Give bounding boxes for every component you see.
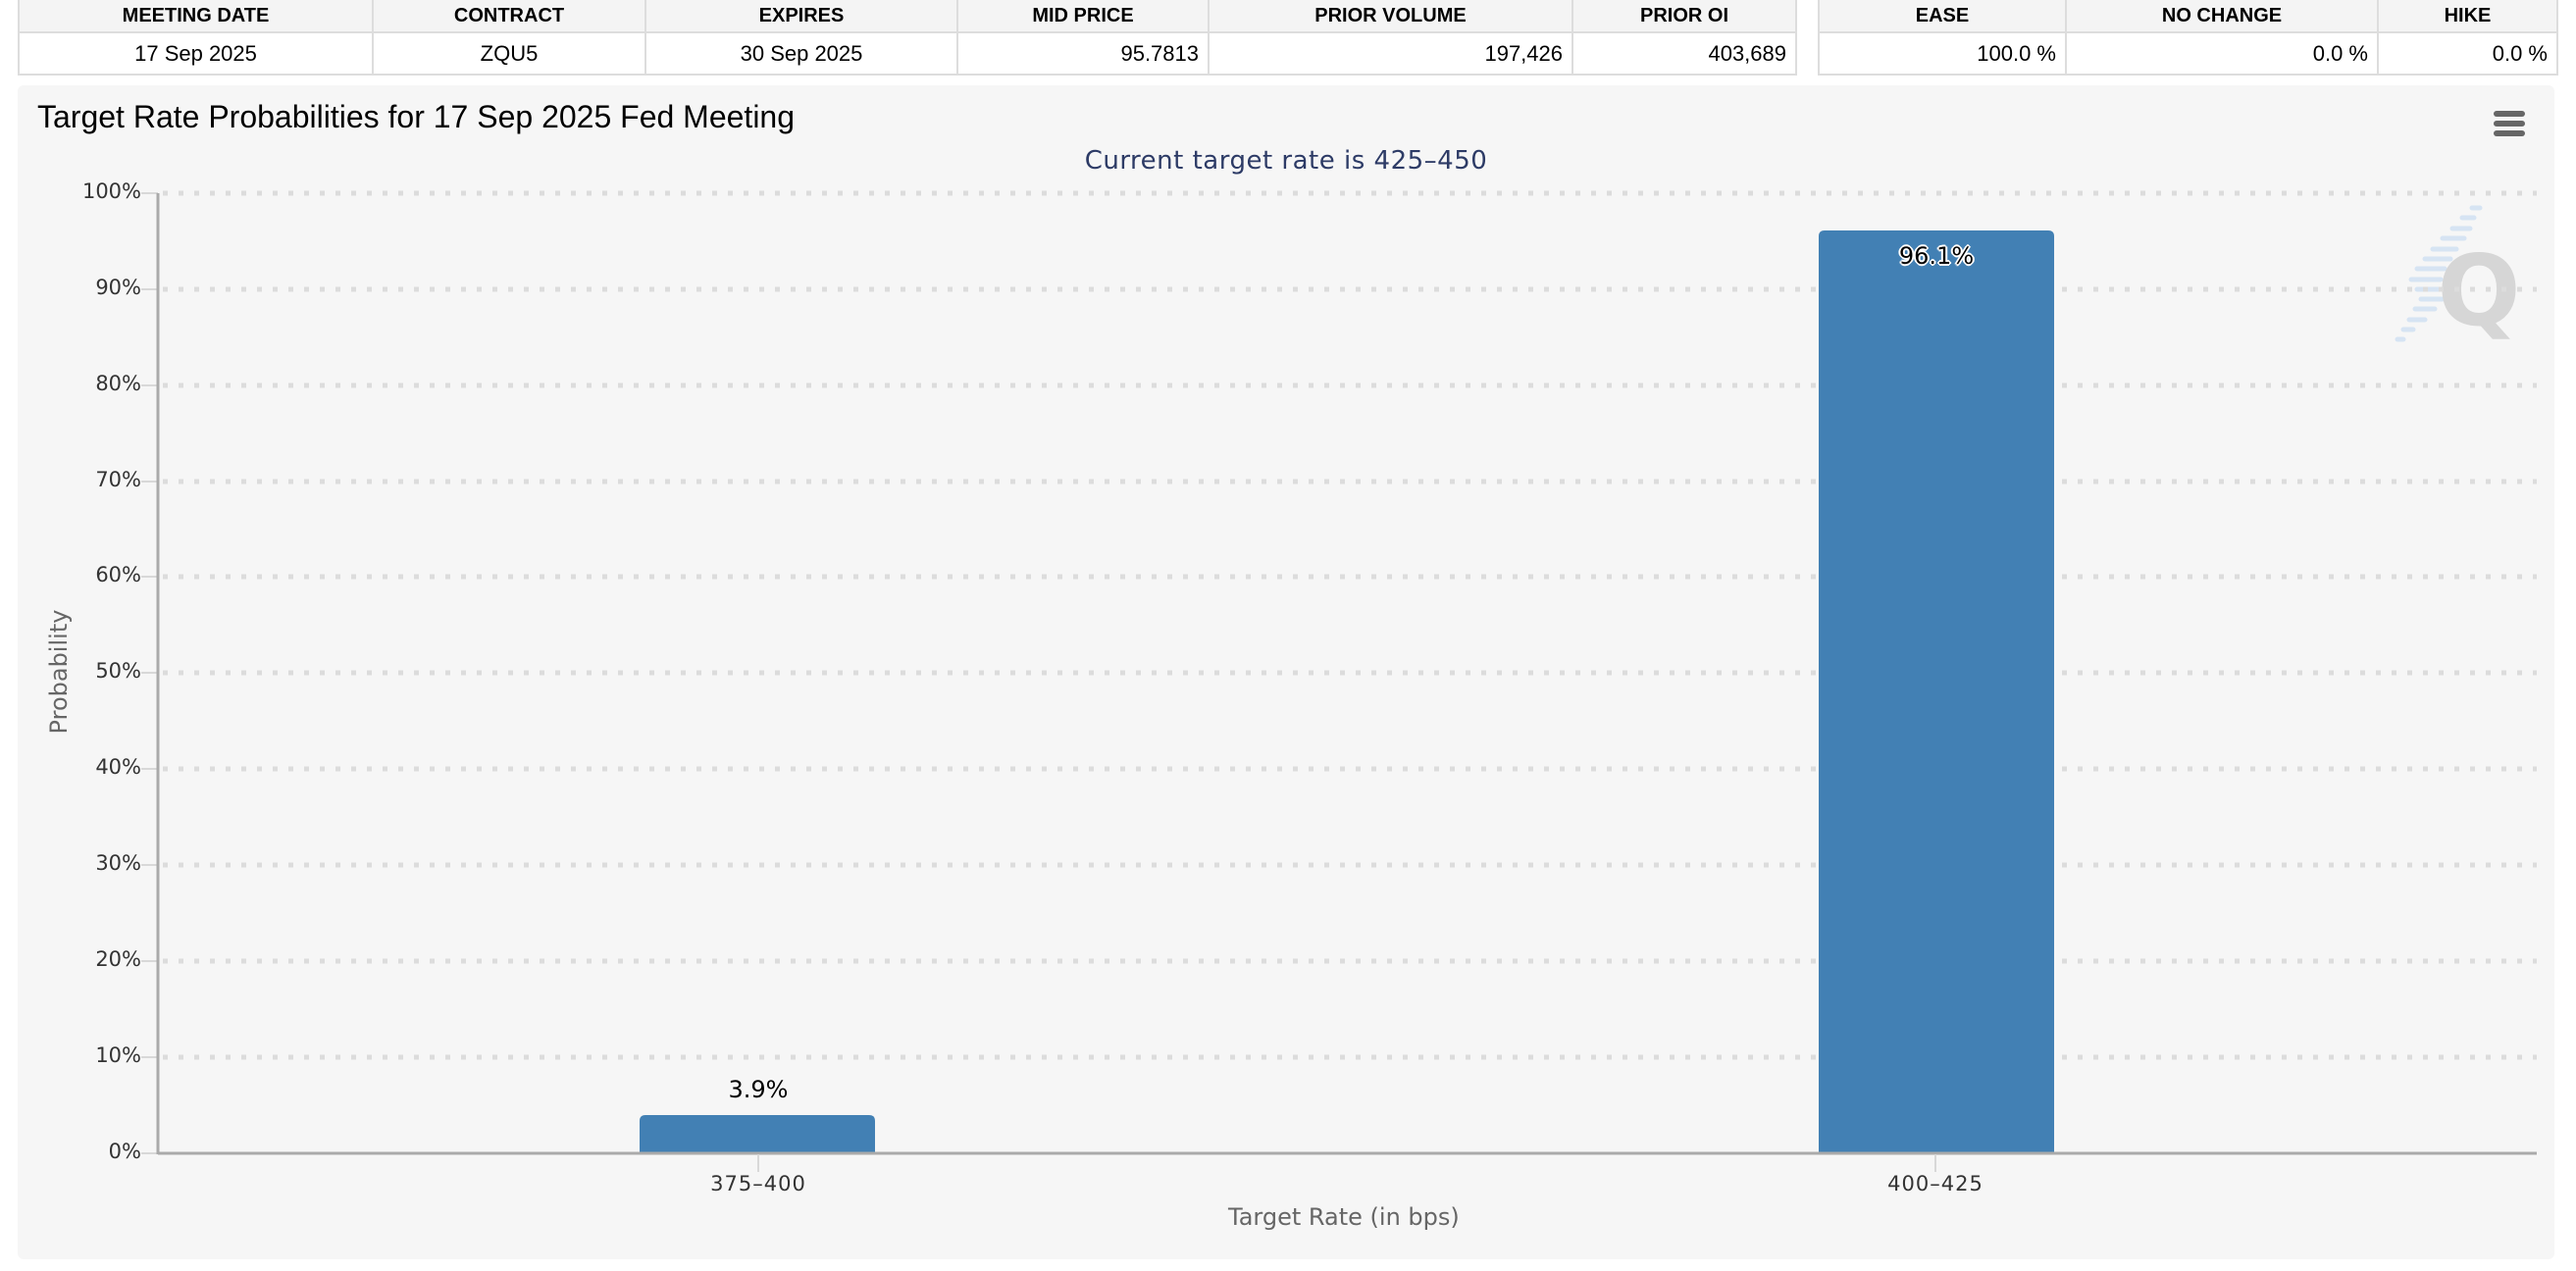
header-meeting-date: MEETING DATE [18, 0, 374, 33]
x-axis-title: Target Rate (in bps) [1228, 1203, 1460, 1231]
bar-chart-plot: Q [141, 190, 2537, 1172]
cell-mid-price: 95.7813 [956, 31, 1210, 76]
y-tick-label: 100% [81, 179, 141, 203]
x-category-label: 375–400 [710, 1172, 806, 1195]
cell-expires: 30 Sep 2025 [644, 31, 958, 76]
chart-title: Target Rate Probabilities for 17 Sep 202… [37, 99, 796, 134]
chart-panel: Target Rate Probabilities for 17 Sep 202… [18, 85, 2554, 1259]
header-no-change: NO CHANGE [2065, 0, 2379, 33]
data-label-375-400: 3.9% [728, 1076, 789, 1103]
cell-prior-oi: 403,689 [1571, 31, 1797, 76]
cell-no-change: 0.0 % [2065, 31, 2379, 76]
svg-text:Q: Q [2437, 233, 2520, 348]
y-tick-label: 90% [95, 276, 141, 299]
y-tick-label: 70% [95, 468, 141, 491]
y-tick-label: 30% [95, 851, 141, 875]
header-mid-price: MID PRICE [956, 0, 1210, 33]
y-axis-title: Probability [45, 609, 73, 735]
y-tick-label: 60% [95, 563, 141, 586]
x-category-label: 400–425 [1887, 1172, 1984, 1195]
y-tick-label: 50% [95, 659, 141, 683]
table-row: 100.0 % 0.0 % 0.0 % [1818, 31, 2558, 76]
bar-375-400 [640, 1115, 875, 1153]
header-prior-oi: PRIOR OI [1571, 0, 1797, 33]
header-contract: CONTRACT [372, 0, 646, 33]
cell-meeting-date: 17 Sep 2025 [18, 31, 374, 76]
probability-summary-table: EASE NO CHANGE HIKE 100.0 % 0.0 % 0.0 % [1818, 0, 2558, 76]
y-tick-label: 40% [95, 755, 141, 779]
y-tick-label: 0% [108, 1140, 141, 1163]
table-row: 17 Sep 2025 ZQU5 30 Sep 2025 95.7813 197… [18, 31, 1797, 76]
header-ease: EASE [1818, 0, 2067, 33]
chart-subtitle: Current target rate is 425–450 [1084, 146, 1488, 176]
data-label-400-425: 96.1% [1898, 242, 1975, 270]
table-header-row: EASE NO CHANGE HIKE [1818, 0, 2558, 33]
table-header-row: MEETING DATE CONTRACT EXPIRES MID PRICE … [18, 0, 1797, 33]
bar-400-425 [1819, 230, 2054, 1153]
meeting-summary-table: MEETING DATE CONTRACT EXPIRES MID PRICE … [18, 0, 1797, 76]
y-gridlines [163, 190, 2537, 1060]
cell-hike: 0.0 % [2377, 31, 2558, 76]
cell-ease: 100.0 % [1818, 31, 2067, 76]
y-tick-label: 20% [95, 947, 141, 971]
cell-prior-volume: 197,426 [1208, 31, 1573, 76]
cell-contract: ZQU5 [372, 31, 646, 76]
header-expires: EXPIRES [644, 0, 958, 33]
header-prior-volume: PRIOR VOLUME [1208, 0, 1573, 33]
header-hike: HIKE [2377, 0, 2558, 33]
hamburger-menu-icon[interactable] [2492, 109, 2527, 138]
y-tick-label: 80% [95, 372, 141, 395]
y-tick-label: 10% [95, 1043, 141, 1067]
q-watermark-logo: Q [2395, 205, 2521, 348]
